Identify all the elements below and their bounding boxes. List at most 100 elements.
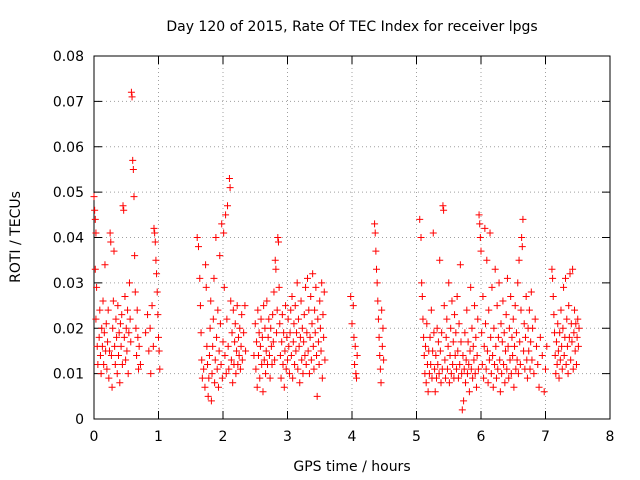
- data-point: [266, 374, 274, 382]
- x-tick-label: 2: [219, 429, 228, 445]
- data-point: [318, 374, 326, 382]
- data-point: [279, 361, 287, 369]
- data-point: [493, 302, 501, 310]
- data-point: [237, 342, 245, 350]
- data-point: [445, 279, 453, 287]
- data-point: [377, 379, 385, 387]
- data-point: [504, 342, 512, 350]
- data-point: [562, 361, 570, 369]
- data-point: [156, 365, 164, 373]
- data-point: [129, 165, 137, 173]
- data-point: [378, 306, 386, 314]
- data-point: [280, 329, 288, 337]
- data-point: [554, 347, 562, 355]
- x-tick-label: 3: [283, 429, 292, 445]
- data-point: [257, 315, 265, 323]
- data-point: [226, 184, 234, 192]
- data-point: [535, 383, 543, 391]
- data-point: [420, 333, 428, 341]
- data-point: [131, 252, 139, 260]
- data-point: [196, 302, 204, 310]
- data-point: [111, 361, 119, 369]
- data-point: [543, 342, 551, 350]
- data-point: [528, 356, 536, 364]
- data-point: [489, 351, 497, 359]
- data-point: [121, 292, 129, 300]
- data-point: [127, 338, 135, 346]
- data-point: [309, 342, 317, 350]
- x-tick-label: 6: [477, 429, 486, 445]
- data-point: [432, 374, 440, 382]
- data-point: [514, 370, 522, 378]
- data-point: [285, 342, 293, 350]
- data-point: [233, 347, 241, 355]
- data-point: [125, 329, 133, 337]
- data-point: [423, 320, 431, 328]
- data-point: [125, 279, 133, 287]
- data-point: [519, 215, 527, 223]
- data-point: [313, 351, 321, 359]
- data-point: [153, 288, 161, 296]
- data-point: [351, 342, 359, 350]
- data-point: [448, 297, 456, 305]
- data-point: [116, 379, 124, 387]
- data-point: [449, 338, 457, 346]
- data-point: [502, 311, 510, 319]
- data-point: [506, 356, 514, 364]
- data-point: [314, 338, 322, 346]
- data-point: [91, 215, 99, 223]
- data-point: [483, 347, 491, 355]
- y-tick-label: 0.02: [53, 321, 84, 337]
- data-point: [104, 338, 112, 346]
- data-point: [120, 333, 128, 341]
- data-point: [470, 356, 478, 364]
- data-point: [287, 351, 295, 359]
- data-point: [289, 374, 297, 382]
- data-point: [268, 361, 276, 369]
- data-point: [375, 333, 383, 341]
- data-point: [494, 333, 502, 341]
- data-point: [256, 374, 264, 382]
- data-point: [419, 315, 427, 323]
- data-point: [275, 283, 283, 291]
- data-point: [467, 365, 475, 373]
- data-point: [223, 315, 231, 323]
- data-point: [311, 329, 319, 337]
- data-point: [503, 365, 511, 373]
- data-point: [433, 324, 441, 332]
- data-point: [351, 361, 359, 369]
- data-point: [233, 302, 241, 310]
- data-point: [220, 229, 228, 237]
- data-point: [566, 270, 574, 278]
- data-point: [485, 306, 493, 314]
- data-point: [123, 347, 131, 355]
- data-point: [480, 374, 488, 382]
- data-point: [207, 297, 215, 305]
- data-point: [286, 329, 294, 337]
- data-point: [509, 351, 517, 359]
- data-point: [481, 224, 489, 232]
- data-point: [474, 315, 482, 323]
- data-point: [497, 320, 505, 328]
- data-point: [254, 351, 262, 359]
- data-point: [418, 279, 426, 287]
- data-point: [127, 88, 135, 96]
- data-point: [424, 388, 432, 396]
- data-point: [320, 333, 328, 341]
- data-point: [434, 361, 442, 369]
- data-point: [296, 379, 304, 387]
- x-axis-label: GPS time / hours: [293, 459, 410, 475]
- data-point: [496, 388, 504, 396]
- data-point: [204, 392, 212, 400]
- data-point: [420, 351, 428, 359]
- data-point: [447, 370, 455, 378]
- axis-ticks: 0 0.01 0.02 0.03 0.04 0.05 0.06 0.07 0.08 0 1 2 3 4 5 6…: [53, 49, 615, 445]
- data-point: [439, 202, 447, 210]
- data-point: [213, 365, 221, 373]
- data-point: [429, 229, 437, 237]
- data-point: [102, 320, 110, 328]
- data-point: [284, 356, 291, 364]
- data-point: [293, 279, 301, 287]
- data-point: [118, 311, 126, 319]
- data-point: [216, 320, 224, 328]
